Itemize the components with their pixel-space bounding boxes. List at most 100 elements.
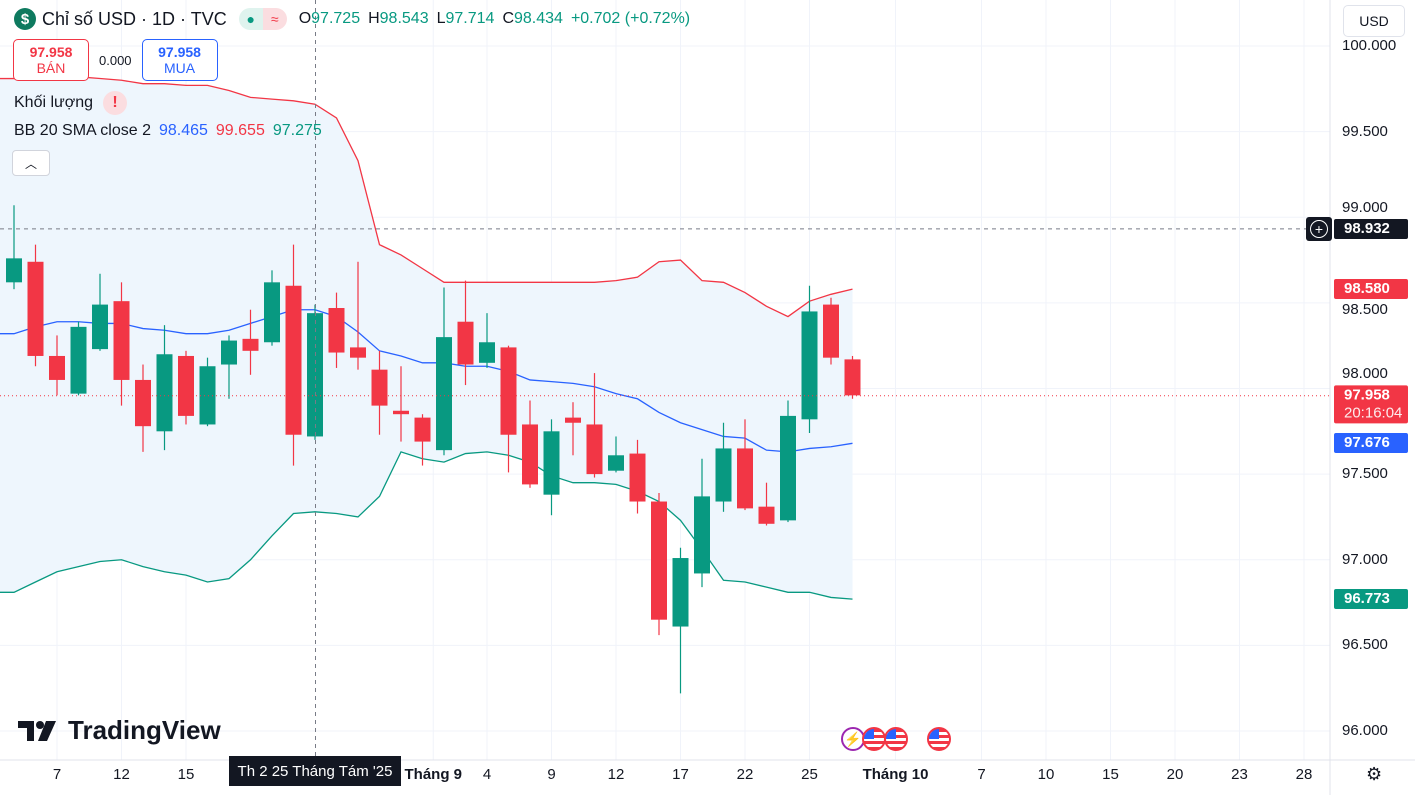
bb-upper-line: [0, 72, 853, 318]
sell-button[interactable]: 97.958 BÁN: [13, 39, 89, 81]
candle-body: [156, 354, 173, 432]
candle-body: [801, 311, 818, 420]
symbol-title[interactable]: Chỉ số USD · 1D · TVC: [42, 8, 227, 29]
us-flag-event-icon[interactable]: [862, 727, 886, 751]
price-tick-label: 97.000: [1342, 550, 1388, 568]
candle-body: [715, 448, 732, 502]
candle-body: [393, 410, 409, 415]
price-tick-label: 98.500: [1342, 301, 1388, 319]
candle-body: [371, 369, 388, 406]
candle-body: [307, 313, 323, 437]
candle-body: [780, 415, 796, 521]
bb-upper-value: 99.655: [215, 122, 265, 139]
price-tick-label: 99.500: [1342, 122, 1388, 140]
time-tick-label: 22: [736, 766, 754, 783]
price-tick-label: 96.000: [1342, 722, 1388, 739]
time-tick-label: 17: [672, 766, 689, 783]
time-tick-label: Tháng 10: [862, 766, 929, 783]
time-tick-label: 4: [482, 766, 492, 783]
price-tick-label: 97.500: [1342, 465, 1388, 483]
delayed-data-icon: ≈: [262, 8, 287, 30]
tradingview-logo[interactable]: TradingView: [18, 715, 221, 746]
last-price-tag: 97.958 20:16:04: [1334, 385, 1408, 424]
bb-lower-tag: 96.773: [1334, 589, 1408, 610]
candle-body: [6, 258, 22, 283]
bb-basis-value: 98.465: [158, 122, 208, 139]
candle-body: [285, 285, 302, 435]
candle-body: [565, 417, 581, 423]
close-value: 98.434: [514, 10, 563, 27]
candle-body: [522, 424, 538, 485]
crosshair-price-tag: 98.932: [1334, 218, 1408, 239]
symbol-legend: $ Chỉ số USD · 1D · TVC ● ≈ O97.725 H98.…: [14, 8, 690, 30]
candle-body: [758, 506, 775, 524]
low-label: L: [436, 10, 446, 27]
dollar-icon: $: [14, 8, 36, 30]
candle-body: [27, 261, 44, 356]
bb-basis-tag: 97.676: [1334, 433, 1408, 454]
low-value: 97.714: [445, 10, 495, 27]
buy-label: MUA: [163, 60, 196, 76]
bar-countdown: 20:16:04: [1344, 404, 1403, 422]
time-tick-label: 20: [1166, 766, 1184, 783]
brand-name: TradingView: [68, 715, 221, 745]
candle-body: [264, 282, 280, 343]
time-tick-label: 10: [1037, 766, 1055, 783]
candle-body: [113, 301, 130, 380]
volume-legend[interactable]: Khối lượng !: [14, 91, 128, 115]
candle-body: [500, 347, 517, 435]
sell-price: 97.958: [29, 44, 73, 60]
candle-body: [608, 455, 624, 471]
candle-body: [436, 337, 452, 451]
candle-body: [135, 379, 151, 427]
trade-panel: 97.958 BÁN 0.000 97.958 MUA: [13, 39, 218, 81]
time-tick-label: 25: [801, 766, 818, 783]
candle-body: [844, 359, 861, 396]
add-alert-button[interactable]: +: [1306, 216, 1332, 241]
time-tick-label: 15: [177, 766, 195, 783]
candle-body: [694, 496, 710, 574]
candle-body: [178, 355, 194, 416]
settings-gear-icon[interactable]: ⚙: [1366, 764, 1383, 784]
time-tick-label: 12: [113, 766, 130, 783]
time-tick-label: 12: [607, 766, 625, 783]
warning-icon[interactable]: !: [103, 91, 128, 115]
time-tick-label: 7: [52, 766, 62, 783]
last-price: 97.958: [1344, 386, 1390, 404]
time-tick-label: 23: [1231, 766, 1248, 783]
candle-body: [221, 340, 237, 365]
crosshair-date-label: Th 2 25 Tháng Tám '25: [229, 756, 401, 786]
collapse-legend-button[interactable]: ︿: [12, 150, 50, 176]
time-tick-label: 15: [1102, 766, 1119, 783]
time-tick-label: 9: [547, 766, 556, 783]
candle-body: [457, 321, 474, 365]
ohlc-values: O97.725 H98.543 L97.714 C98.434 +0.702 (…: [299, 10, 690, 28]
time-tick-label: 7: [977, 766, 986, 783]
candle-body: [479, 342, 495, 363]
buy-button[interactable]: 97.958 MUA: [141, 39, 218, 81]
bb-upper-tag: 98.580: [1334, 279, 1408, 300]
us-flag-event-icon[interactable]: [884, 727, 908, 751]
candle-body: [70, 326, 87, 394]
candle-body: [672, 558, 689, 627]
plus-icon: +: [1310, 219, 1328, 238]
us-flag-event-icon[interactable]: [927, 727, 951, 751]
change-value: +0.702 (+0.72%): [570, 10, 691, 27]
candle-body: [49, 355, 65, 380]
close-label: C: [502, 10, 514, 27]
bb-legend[interactable]: BB 20 SMA close 2 98.465 99.655 97.275: [14, 122, 322, 140]
candle-body: [92, 304, 108, 350]
price-tick-label: 99.000: [1342, 198, 1388, 216]
open-label: O: [298, 10, 312, 27]
time-tick-label: Tháng 9: [404, 766, 463, 783]
currency-select[interactable]: USD: [1343, 5, 1405, 37]
market-status[interactable]: ● ≈: [238, 8, 287, 30]
open-value: 97.725: [311, 10, 361, 27]
price-tick-label: 96.500: [1342, 636, 1388, 654]
candle-body: [651, 501, 667, 620]
market-open-dot-icon: ●: [238, 8, 263, 30]
tradingview-logo-icon: [18, 720, 56, 741]
buy-price: 97.958: [158, 44, 201, 60]
candle-body: [199, 366, 216, 425]
